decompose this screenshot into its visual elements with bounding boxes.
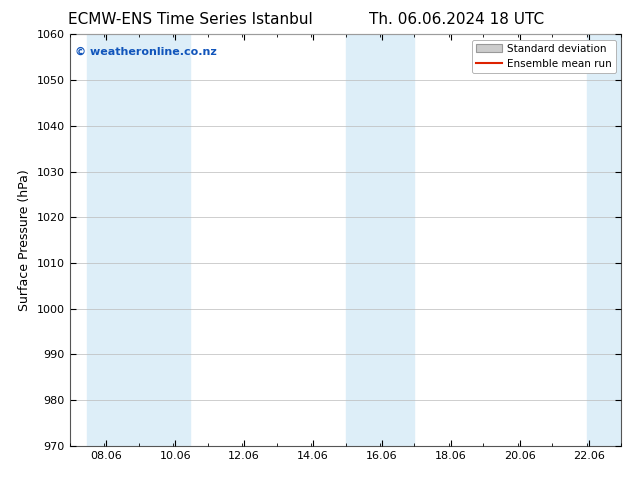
- Text: © weatheronline.co.nz: © weatheronline.co.nz: [75, 47, 217, 57]
- Bar: [139, 34, 190, 446]
- Text: Th. 06.06.2024 18 UTC: Th. 06.06.2024 18 UTC: [369, 12, 544, 27]
- Legend: Standard deviation, Ensemble mean run: Standard deviation, Ensemble mean run: [472, 40, 616, 73]
- Text: ECMW-ENS Time Series Istanbul: ECMW-ENS Time Series Istanbul: [68, 12, 313, 27]
- Bar: [380, 34, 415, 446]
- Bar: [87, 34, 139, 446]
- Bar: [587, 34, 624, 446]
- Y-axis label: Surface Pressure (hPa): Surface Pressure (hPa): [18, 169, 31, 311]
- Bar: [346, 34, 380, 446]
